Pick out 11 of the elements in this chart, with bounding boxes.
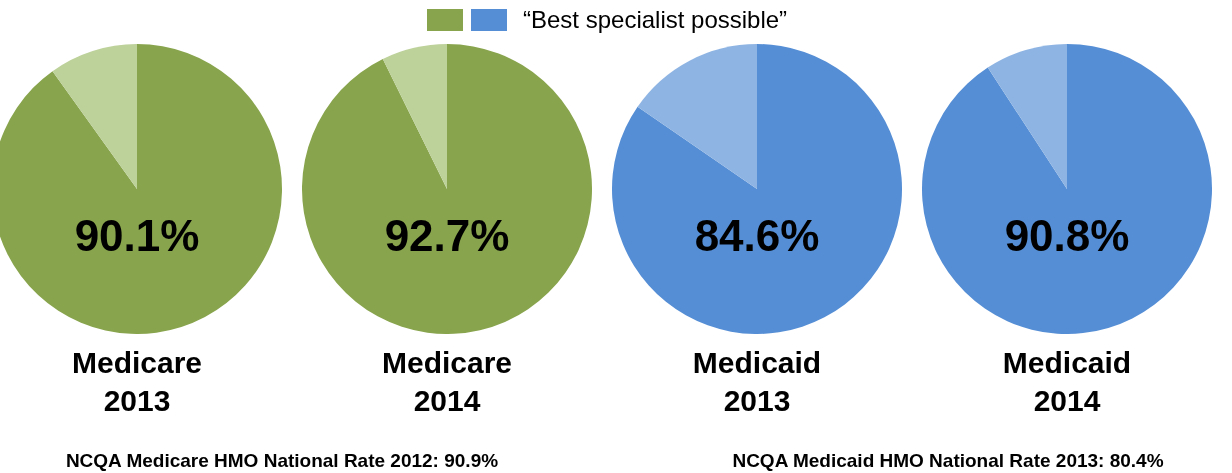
text: NCQA Medicare HMO National Rate 2012: 90.9%: [64, 450, 500, 472]
text: Medicaid 2014: [1001, 345, 1133, 419]
data-label: 84.6%: [694, 211, 820, 261]
legend-label: “Best specialist possible”: [523, 6, 788, 34]
data-label: 92.7%: [384, 211, 510, 261]
text: NCQA Medicaid HMO National Rate 2013: 80.4%: [731, 450, 1165, 472]
text: Medicare 2014: [380, 345, 514, 419]
data-label: 90.1%: [74, 211, 200, 261]
text: Medicaid 2013: [691, 345, 823, 419]
data-label: 90.8%: [1004, 211, 1130, 261]
text: Medicare 2013: [70, 345, 204, 419]
